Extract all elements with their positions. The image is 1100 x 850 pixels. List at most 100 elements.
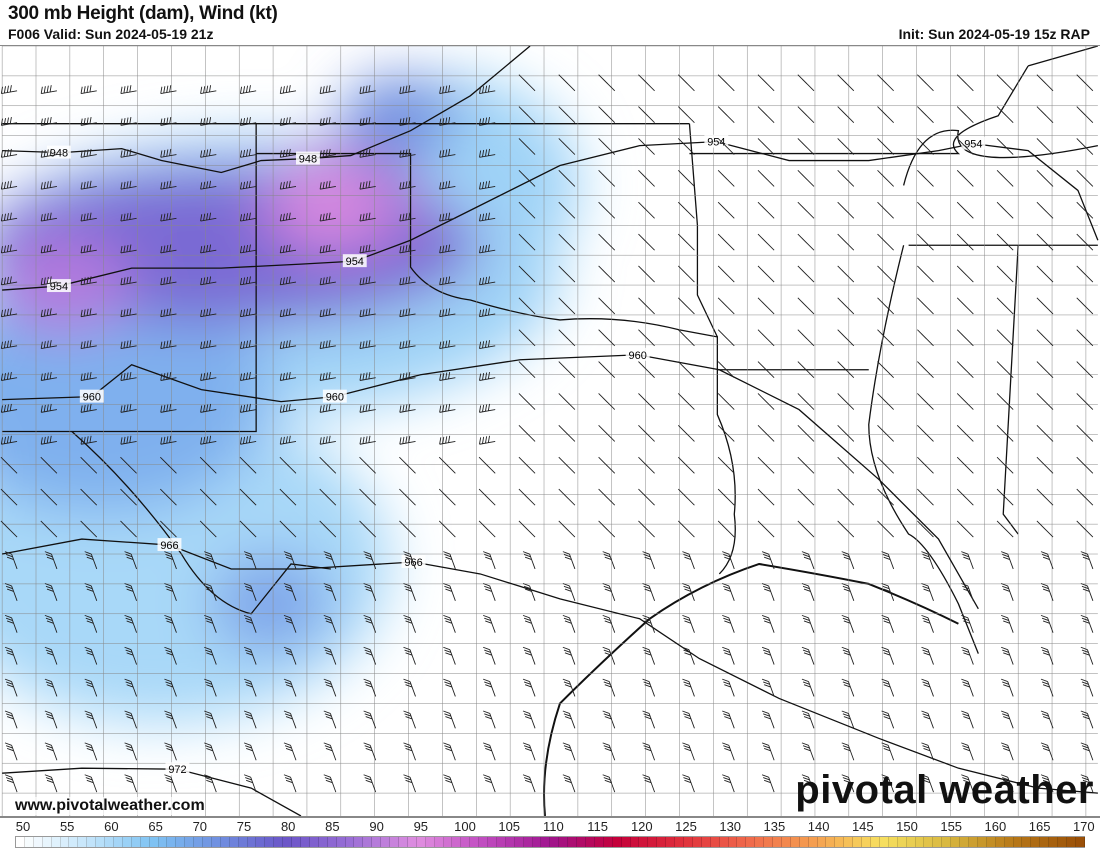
wind-barb xyxy=(841,774,855,793)
wind-barb xyxy=(323,742,337,761)
wind-barb xyxy=(996,138,1014,155)
wind-barb xyxy=(0,85,18,95)
wind-barb xyxy=(642,551,656,570)
wind-barb xyxy=(243,646,257,665)
wind-barb xyxy=(239,276,257,286)
wind-barb xyxy=(323,646,337,665)
colorbar-cell xyxy=(381,837,391,847)
wind-barb xyxy=(160,212,177,222)
wind-barb xyxy=(1000,646,1014,665)
wind-barb xyxy=(399,148,416,158)
wind-barb xyxy=(717,329,735,347)
wind-barb xyxy=(478,488,496,506)
wind-barb xyxy=(84,678,98,697)
wind-barb xyxy=(717,520,735,538)
wind-barb xyxy=(239,85,257,95)
colorbar-cell xyxy=(425,837,435,847)
colorbar-cell xyxy=(416,837,426,847)
wind-barb xyxy=(283,678,297,697)
wind-barb xyxy=(558,329,576,347)
colorbar-cell xyxy=(960,837,969,847)
wind-barb xyxy=(598,520,616,538)
colorbar-cell xyxy=(78,837,88,847)
wind-barb xyxy=(44,710,58,729)
wind-barb xyxy=(961,678,974,697)
wind-barb xyxy=(319,276,336,286)
wind-barb xyxy=(439,180,456,190)
wind-barb xyxy=(363,551,377,570)
wind-barb xyxy=(717,233,735,251)
wind-barb xyxy=(961,551,974,570)
contour-label: 954 xyxy=(50,281,68,293)
wind-barb xyxy=(797,169,815,187)
wind-barb xyxy=(359,180,376,190)
wind-barb xyxy=(403,551,416,570)
wind-barb xyxy=(921,583,934,601)
wind-barb xyxy=(522,710,536,729)
wind-barb xyxy=(598,138,616,155)
wind-barb xyxy=(399,276,416,286)
colorbar-cell xyxy=(1040,837,1050,847)
wind-barb xyxy=(160,371,177,381)
wind-barb xyxy=(558,106,576,124)
colorbar-cell xyxy=(434,837,444,847)
colorbar-cell xyxy=(808,837,818,847)
wind-barb xyxy=(199,456,217,474)
wind-barb xyxy=(837,456,855,474)
wind-barb xyxy=(917,201,934,219)
colorbar-cell xyxy=(87,837,97,847)
wind-barb xyxy=(562,583,576,601)
wind-barb xyxy=(1036,138,1054,155)
wind-barb xyxy=(558,488,576,506)
wind-barb xyxy=(84,583,98,601)
colorbar-cell xyxy=(16,837,25,847)
wind-barb xyxy=(917,425,934,442)
wind-barb xyxy=(120,276,137,286)
wind-barb xyxy=(956,74,974,92)
wind-barb xyxy=(1040,678,1054,697)
colorbar-cell xyxy=(995,837,1005,847)
wind-barb xyxy=(1000,583,1014,601)
wind-barb xyxy=(0,244,18,254)
colorbar-tick-label: 95 xyxy=(413,819,429,834)
colorbar-cell xyxy=(479,837,489,847)
colorbar-cell xyxy=(879,837,889,847)
wind-barb xyxy=(359,435,376,445)
wind-barb xyxy=(279,403,297,413)
colorbar-cell xyxy=(390,837,399,847)
wind-barb xyxy=(602,583,616,601)
wind-barb xyxy=(479,148,496,158)
colorbar-cell xyxy=(550,837,560,847)
wind-barb xyxy=(877,361,894,379)
colorbar-cell xyxy=(612,837,622,847)
colorbar-cell xyxy=(452,837,462,847)
wind-barb xyxy=(80,403,97,413)
wind-barb xyxy=(956,329,974,347)
wind-barb xyxy=(0,435,18,445)
wind-barb xyxy=(1076,233,1094,251)
wind-barb xyxy=(602,614,616,633)
colorbar-cell xyxy=(354,837,364,847)
colorbar-cell xyxy=(541,837,551,847)
wind-barb xyxy=(841,551,855,570)
wind-barb xyxy=(518,393,536,410)
wind-barb xyxy=(956,169,974,187)
colorbar-cell xyxy=(1058,837,1067,847)
wind-barb xyxy=(239,308,257,318)
wind-barb xyxy=(558,425,576,442)
wind-barb xyxy=(917,265,934,283)
wind-barb xyxy=(881,742,895,761)
wind-barb xyxy=(0,403,18,413)
colorbar-cell xyxy=(327,837,337,847)
colorbar-cell xyxy=(238,837,248,847)
wind-barb xyxy=(44,583,58,601)
wind-barb xyxy=(677,456,695,474)
wind-barb xyxy=(598,393,616,410)
wind-barb xyxy=(956,297,974,315)
wind-barb xyxy=(40,403,57,413)
wind-barb xyxy=(956,425,974,442)
wind-barb xyxy=(363,742,377,761)
wind-barb xyxy=(722,678,735,697)
colorbar-cell xyxy=(42,837,52,847)
